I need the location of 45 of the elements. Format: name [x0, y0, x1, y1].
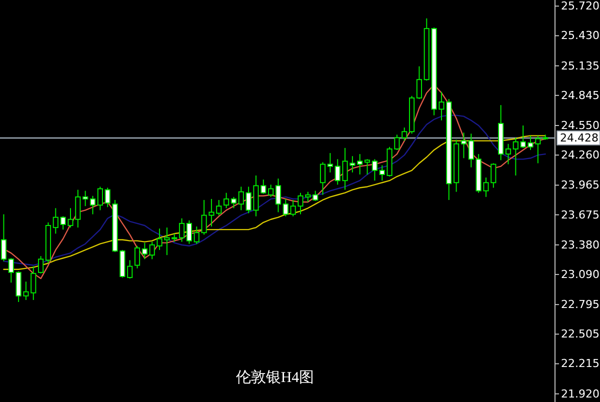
candlestick: [372, 158, 378, 182]
candlestick: [238, 186, 244, 211]
candlestick: [38, 256, 44, 274]
candlestick: [364, 158, 370, 175]
y-tick-label: 25.430: [561, 29, 600, 42]
candlestick: [282, 198, 288, 217]
ref-line-label: 24.428: [560, 131, 598, 144]
y-tick-label: 22.795: [561, 298, 600, 312]
candlestick: [134, 245, 140, 269]
candlestick: [127, 260, 133, 280]
candlestick: [90, 195, 96, 215]
candlestick: [320, 162, 326, 196]
candlestick: [230, 196, 237, 209]
y-tick-label: 25.720: [561, 0, 600, 13]
candlestick: [512, 137, 518, 176]
candlestick: [268, 184, 274, 198]
candlestick: [178, 218, 185, 242]
y-tick-label: 23.965: [561, 178, 600, 192]
text: 伦敦银H4图: [236, 369, 314, 386]
candlestick: [224, 192, 230, 209]
candlestick: [0, 214, 7, 262]
candlestick: [460, 132, 467, 159]
candlestick: [104, 187, 110, 208]
y-tick-label: 25.135: [561, 59, 600, 72]
y-tick-label: 22.505: [561, 328, 600, 341]
candlestick: [327, 152, 333, 173]
candlestick: [82, 190, 88, 207]
candlestick: [312, 190, 318, 202]
candlestick: [186, 220, 192, 244]
candlestick: [468, 133, 474, 168]
y-tick-label: 23.380: [561, 238, 600, 252]
candlestick: [416, 66, 422, 100]
y-tick-label: 24.550: [561, 118, 600, 132]
y-tick-label: 21.920: [561, 387, 600, 400]
candlestick: [505, 143, 512, 165]
candlestick: [142, 242, 148, 260]
y-tick-label: 24.845: [561, 88, 600, 102]
candlestick: [97, 186, 103, 211]
y-tick-label: 23.090: [561, 268, 600, 281]
candlestick: [275, 178, 282, 213]
y-tick-label: 23.675: [561, 208, 600, 222]
y-tick-label: 22.215: [561, 357, 600, 370]
candlestick: [357, 154, 363, 175]
y-tick-label: 24.260: [561, 148, 600, 162]
candlestick: [52, 208, 58, 234]
